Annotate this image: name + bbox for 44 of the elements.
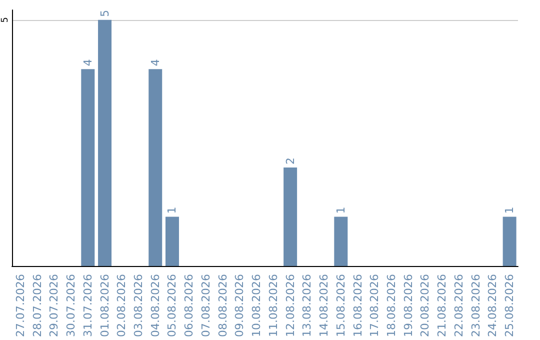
data-label: 4	[148, 59, 162, 66]
x-tick-label: 18.08.2026	[385, 274, 398, 338]
data-label: 1	[503, 206, 516, 214]
x-tick-label: 11.08.2026	[266, 274, 280, 338]
data-label: 1	[166, 206, 179, 214]
x-tick-label: 22.08.2026	[452, 274, 466, 338]
x-tick-label: 21.08.2026	[436, 274, 449, 338]
x-tick-label: 29.07.2026	[48, 274, 61, 338]
x-tick-label: 19.08.2026	[402, 274, 415, 338]
bar	[334, 216, 348, 266]
x-tick-label: 06.08.2026	[182, 274, 196, 338]
data-label: 4	[81, 59, 94, 66]
x-tick-label: 24.08.2026	[486, 274, 500, 338]
x-tick-label: 16.08.2026	[351, 274, 364, 338]
x-tick-label: 31.07.2026	[81, 274, 94, 338]
x-tick-label: 17.08.2026	[368, 274, 382, 338]
x-tick-label: 12.08.2026	[284, 274, 297, 338]
data-label: 1	[334, 206, 348, 214]
x-tick-label: 08.08.2026	[216, 274, 230, 338]
x-tick-label: 03.08.2026	[132, 274, 145, 338]
bar	[98, 20, 112, 266]
x-tick-label: 25.08.2026	[503, 274, 516, 338]
bar	[81, 69, 95, 266]
x-tick-label: 27.07.2026	[14, 274, 27, 338]
bar	[284, 168, 298, 266]
data-label: 5	[98, 10, 112, 17]
bar	[165, 216, 179, 266]
x-tick-label: 07.08.2026	[199, 274, 212, 338]
x-tick-label: 05.08.2026	[166, 274, 179, 338]
x-tick-label: 28.07.2026	[30, 274, 44, 338]
bar	[148, 69, 162, 266]
x-tick-label: 23.08.2026	[469, 274, 482, 338]
x-tick-label: 30.07.2026	[64, 274, 78, 338]
x-tick-label: 09.08.2026	[233, 274, 246, 338]
x-tick-label: 14.08.2026	[318, 274, 331, 338]
x-tick-label: 13.08.2026	[300, 274, 314, 338]
x-tick-label: 04.08.2026	[148, 274, 162, 338]
x-tick-label: 15.08.2026	[334, 274, 348, 338]
data-label: 2	[284, 158, 297, 165]
x-tick-label: 20.08.2026	[418, 274, 432, 338]
x-tick-label: 02.08.2026	[115, 274, 128, 338]
x-tick-label: 10.08.2026	[250, 274, 264, 338]
x-tick-label: 01.08.2026	[98, 274, 112, 338]
bar	[502, 216, 516, 266]
